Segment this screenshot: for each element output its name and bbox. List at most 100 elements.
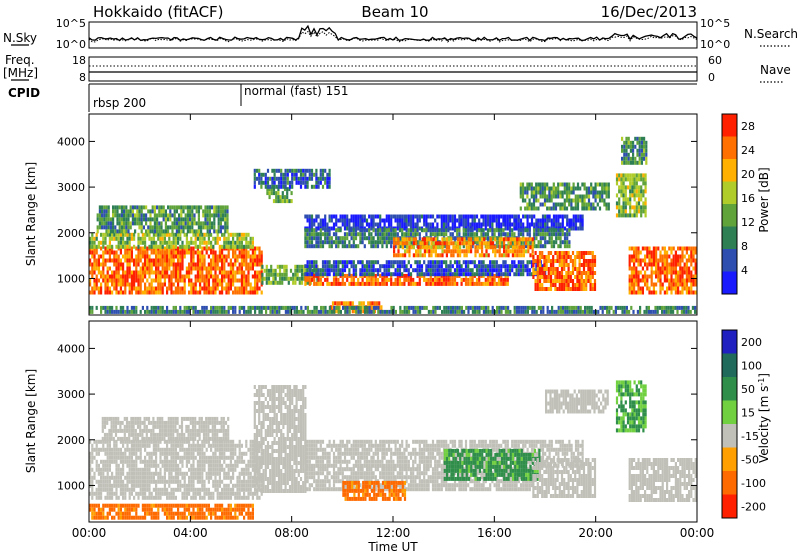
heatmap-cell-0-1 <box>190 236 193 241</box>
heatmap-cell-0-13 <box>694 274 697 279</box>
heatmap-cell-0-9 <box>489 260 492 265</box>
heatmap-cell-0-6 <box>343 240 347 245</box>
heatmap-cell-0-6 <box>464 236 468 241</box>
heatmap-cell-0-5 <box>489 222 492 227</box>
heatmap-cell-0-7 <box>450 253 453 258</box>
heatmap-cell-0-2 <box>193 229 196 234</box>
heatmap-cell-0-12 <box>622 173 625 178</box>
heatmap-cell-0-13 <box>670 266 673 271</box>
heatmap-cell-0-13 <box>637 250 640 255</box>
heatmap-cell-0-6 <box>555 240 558 245</box>
heatmap-cell-0-11 <box>519 194 522 199</box>
heatmap-cell-0-12 <box>642 181 645 186</box>
heatmap-cell-0-3 <box>265 280 268 285</box>
heatmap-cell-0-5 <box>577 226 580 231</box>
heatmap-cell-0-0 <box>108 274 111 279</box>
heatmap-cell-0-0 <box>243 286 246 291</box>
heatmap-cell-0-13 <box>628 290 631 295</box>
heatmap-cell-0-5 <box>566 222 569 227</box>
heatmap-cell-0-1 <box>236 232 239 237</box>
heatmap-cell-0-9 <box>368 264 371 269</box>
heatmap-cell-0-1 <box>95 244 98 249</box>
heatmap-cell-0-17 <box>394 309 397 314</box>
heatmap-cell-0-9 <box>458 260 461 265</box>
heatmap-cell-0-14 <box>636 148 639 153</box>
heatmap-cell-0-11 <box>565 182 569 187</box>
heatmap-cell-0-7 <box>529 245 532 250</box>
heatmap-cell-0-0 <box>108 290 111 295</box>
heatmap-cell-0-0 <box>119 266 122 271</box>
heatmap-cell-0-6 <box>317 232 320 237</box>
heatmap-cell-0-12 <box>622 181 625 186</box>
heatmap-cell-0-13 <box>677 286 680 291</box>
heatmap-cell-0-7 <box>470 249 473 254</box>
heatmap-cell-0-0 <box>205 286 208 291</box>
heatmap-cell-0-3 <box>285 268 288 273</box>
heatmap-cell-1-0 <box>102 439 105 444</box>
heatmap-cell-0-6 <box>539 240 542 245</box>
heatmap-cell-0-10 <box>536 263 539 267</box>
heatmap-cell-0-0 <box>91 262 94 267</box>
heatmap-cell-0-17 <box>295 305 298 310</box>
heatmap-cell-0-1 <box>93 236 96 241</box>
heatmap-cell-0-0 <box>221 290 224 295</box>
heatmap-cell-0-13 <box>655 262 658 267</box>
heatmap-cell-0-6 <box>478 236 481 241</box>
heatmap-cell-0-6 <box>500 232 503 237</box>
heatmap-cell-0-17 <box>108 305 111 310</box>
heatmap-cell-0-7 <box>511 245 514 250</box>
heatmap-cell-0-6 <box>339 236 342 241</box>
heatmap-cell-0-0 <box>133 278 136 283</box>
heatmap-cell-0-6 <box>519 228 523 233</box>
heatmap-cell-0-5 <box>409 218 413 223</box>
heatmap-cell-0-17 <box>405 305 408 310</box>
heatmap-cell-0-15 <box>291 180 294 185</box>
heatmap-cell-0-0 <box>111 290 114 295</box>
heatmap-cell-0-5 <box>341 222 344 227</box>
heatmap-cell-0-17 <box>487 305 490 310</box>
heatmap-cell-0-0 <box>97 270 100 275</box>
heatmap-cell-0-12 <box>624 213 627 218</box>
heatmap-cell-0-13 <box>677 258 680 263</box>
heatmap-cell-0-5 <box>337 218 340 223</box>
heatmap-cell-0-6 <box>350 228 353 233</box>
heatmap-cell-0-17 <box>91 305 94 310</box>
heatmap-cell-0-8 <box>493 277 496 282</box>
heatmap-cell-0-0 <box>207 270 210 275</box>
heatmap-cell-0-15 <box>297 180 300 185</box>
heatmap-cell-0-6 <box>328 240 331 245</box>
heatmap-cell-0-11 <box>524 190 527 195</box>
heatmap-cell-0-7 <box>399 253 402 258</box>
heatmap-cell-0-15 <box>253 180 256 185</box>
heatmap-cell-0-11 <box>576 198 580 203</box>
heatmap-cell-0-9 <box>458 264 461 269</box>
heatmap-cell-0-17 <box>647 305 650 310</box>
heatmap-cell-0-8 <box>403 273 406 278</box>
heatmap-cell-0-1 <box>91 244 94 249</box>
heatmap-cell-0-9 <box>495 272 498 277</box>
heatmap-cell-0-0 <box>185 270 188 275</box>
heatmap-cell-0-1 <box>229 244 232 249</box>
heatmap-cell-0-1 <box>106 232 109 237</box>
heatmap-cell-0-9 <box>376 260 380 265</box>
heatmap-cell-0-8 <box>304 281 307 286</box>
heatmap-cell-0-2 <box>202 225 205 230</box>
heatmap-cell-0-15 <box>277 168 281 173</box>
heatmap-cell-0-8 <box>313 281 316 286</box>
heatmap-cell-0-6 <box>546 228 549 233</box>
heatmap-cell-0-3 <box>267 272 271 277</box>
heatmap-cell-0-0 <box>95 286 98 291</box>
heatmap-cell-0-15 <box>260 176 263 181</box>
heatmap-cell-0-2 <box>189 213 192 218</box>
heatmap-cell-0-0 <box>258 246 261 251</box>
heatmap-cell-0-6 <box>308 236 311 241</box>
heatmap-cell-0-8 <box>405 277 408 282</box>
heatmap-cell-0-17 <box>432 305 435 310</box>
heatmap-cell-0-0 <box>161 250 164 255</box>
heatmap-cell-0-5 <box>372 214 375 219</box>
heatmap-cell-0-0 <box>122 254 125 259</box>
heatmap-cell-0-3 <box>294 264 297 269</box>
heatmap-cell-0-17 <box>240 305 243 310</box>
heatmap-cell-0-0 <box>172 250 175 255</box>
heatmap-cell-0-6 <box>354 232 358 237</box>
